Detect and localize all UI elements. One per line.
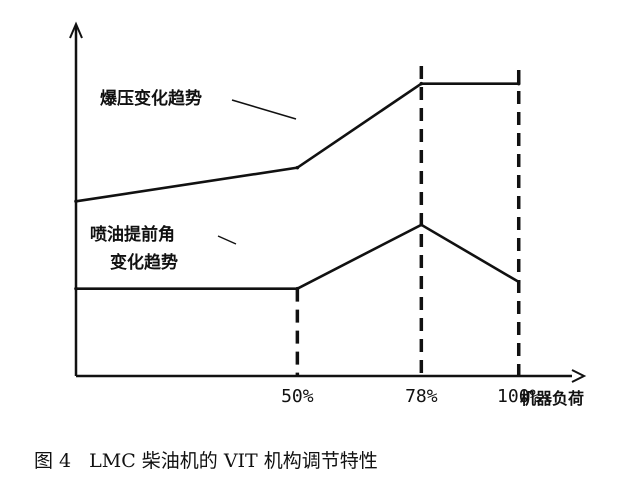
series-group <box>74 81 521 291</box>
axes <box>69 21 587 383</box>
x-tick-label: 50% <box>281 386 314 407</box>
caption-text: LMC 柴油机的 VIT 机构调节特性 <box>89 450 378 472</box>
caption-number: 图 4 <box>34 450 72 472</box>
series-label-2-line-1: 喷油提前角 <box>90 224 175 245</box>
series-2-point <box>74 286 78 291</box>
series-2-point <box>419 223 424 227</box>
series-label-2-leader <box>217 235 237 245</box>
series-2-point <box>295 286 300 291</box>
series-label-1-leader <box>231 99 297 120</box>
y-axis-arrow <box>69 21 83 39</box>
series-1-point <box>295 165 300 170</box>
series-line-1 <box>75 82 519 203</box>
series-label-1: 爆压变化趋势 <box>100 88 202 109</box>
x-tick-label: 78% <box>405 386 438 407</box>
x-axis-label: 机器负荷 <box>520 389 584 408</box>
series-label-2-line-2: 变化趋势 <box>110 252 178 273</box>
x-axis-arrow <box>571 369 587 383</box>
figure-caption: 图 4 LMC 柴油机的 VIT 机构调节特性 <box>34 446 396 473</box>
reference-lines <box>295 66 521 376</box>
series-1-point <box>419 81 424 86</box>
series-1-point <box>516 81 521 86</box>
series-2-point <box>516 280 521 284</box>
series-1-point <box>74 199 78 204</box>
series-line-2 <box>76 223 520 290</box>
x-tick-label: 100% <box>497 386 541 407</box>
